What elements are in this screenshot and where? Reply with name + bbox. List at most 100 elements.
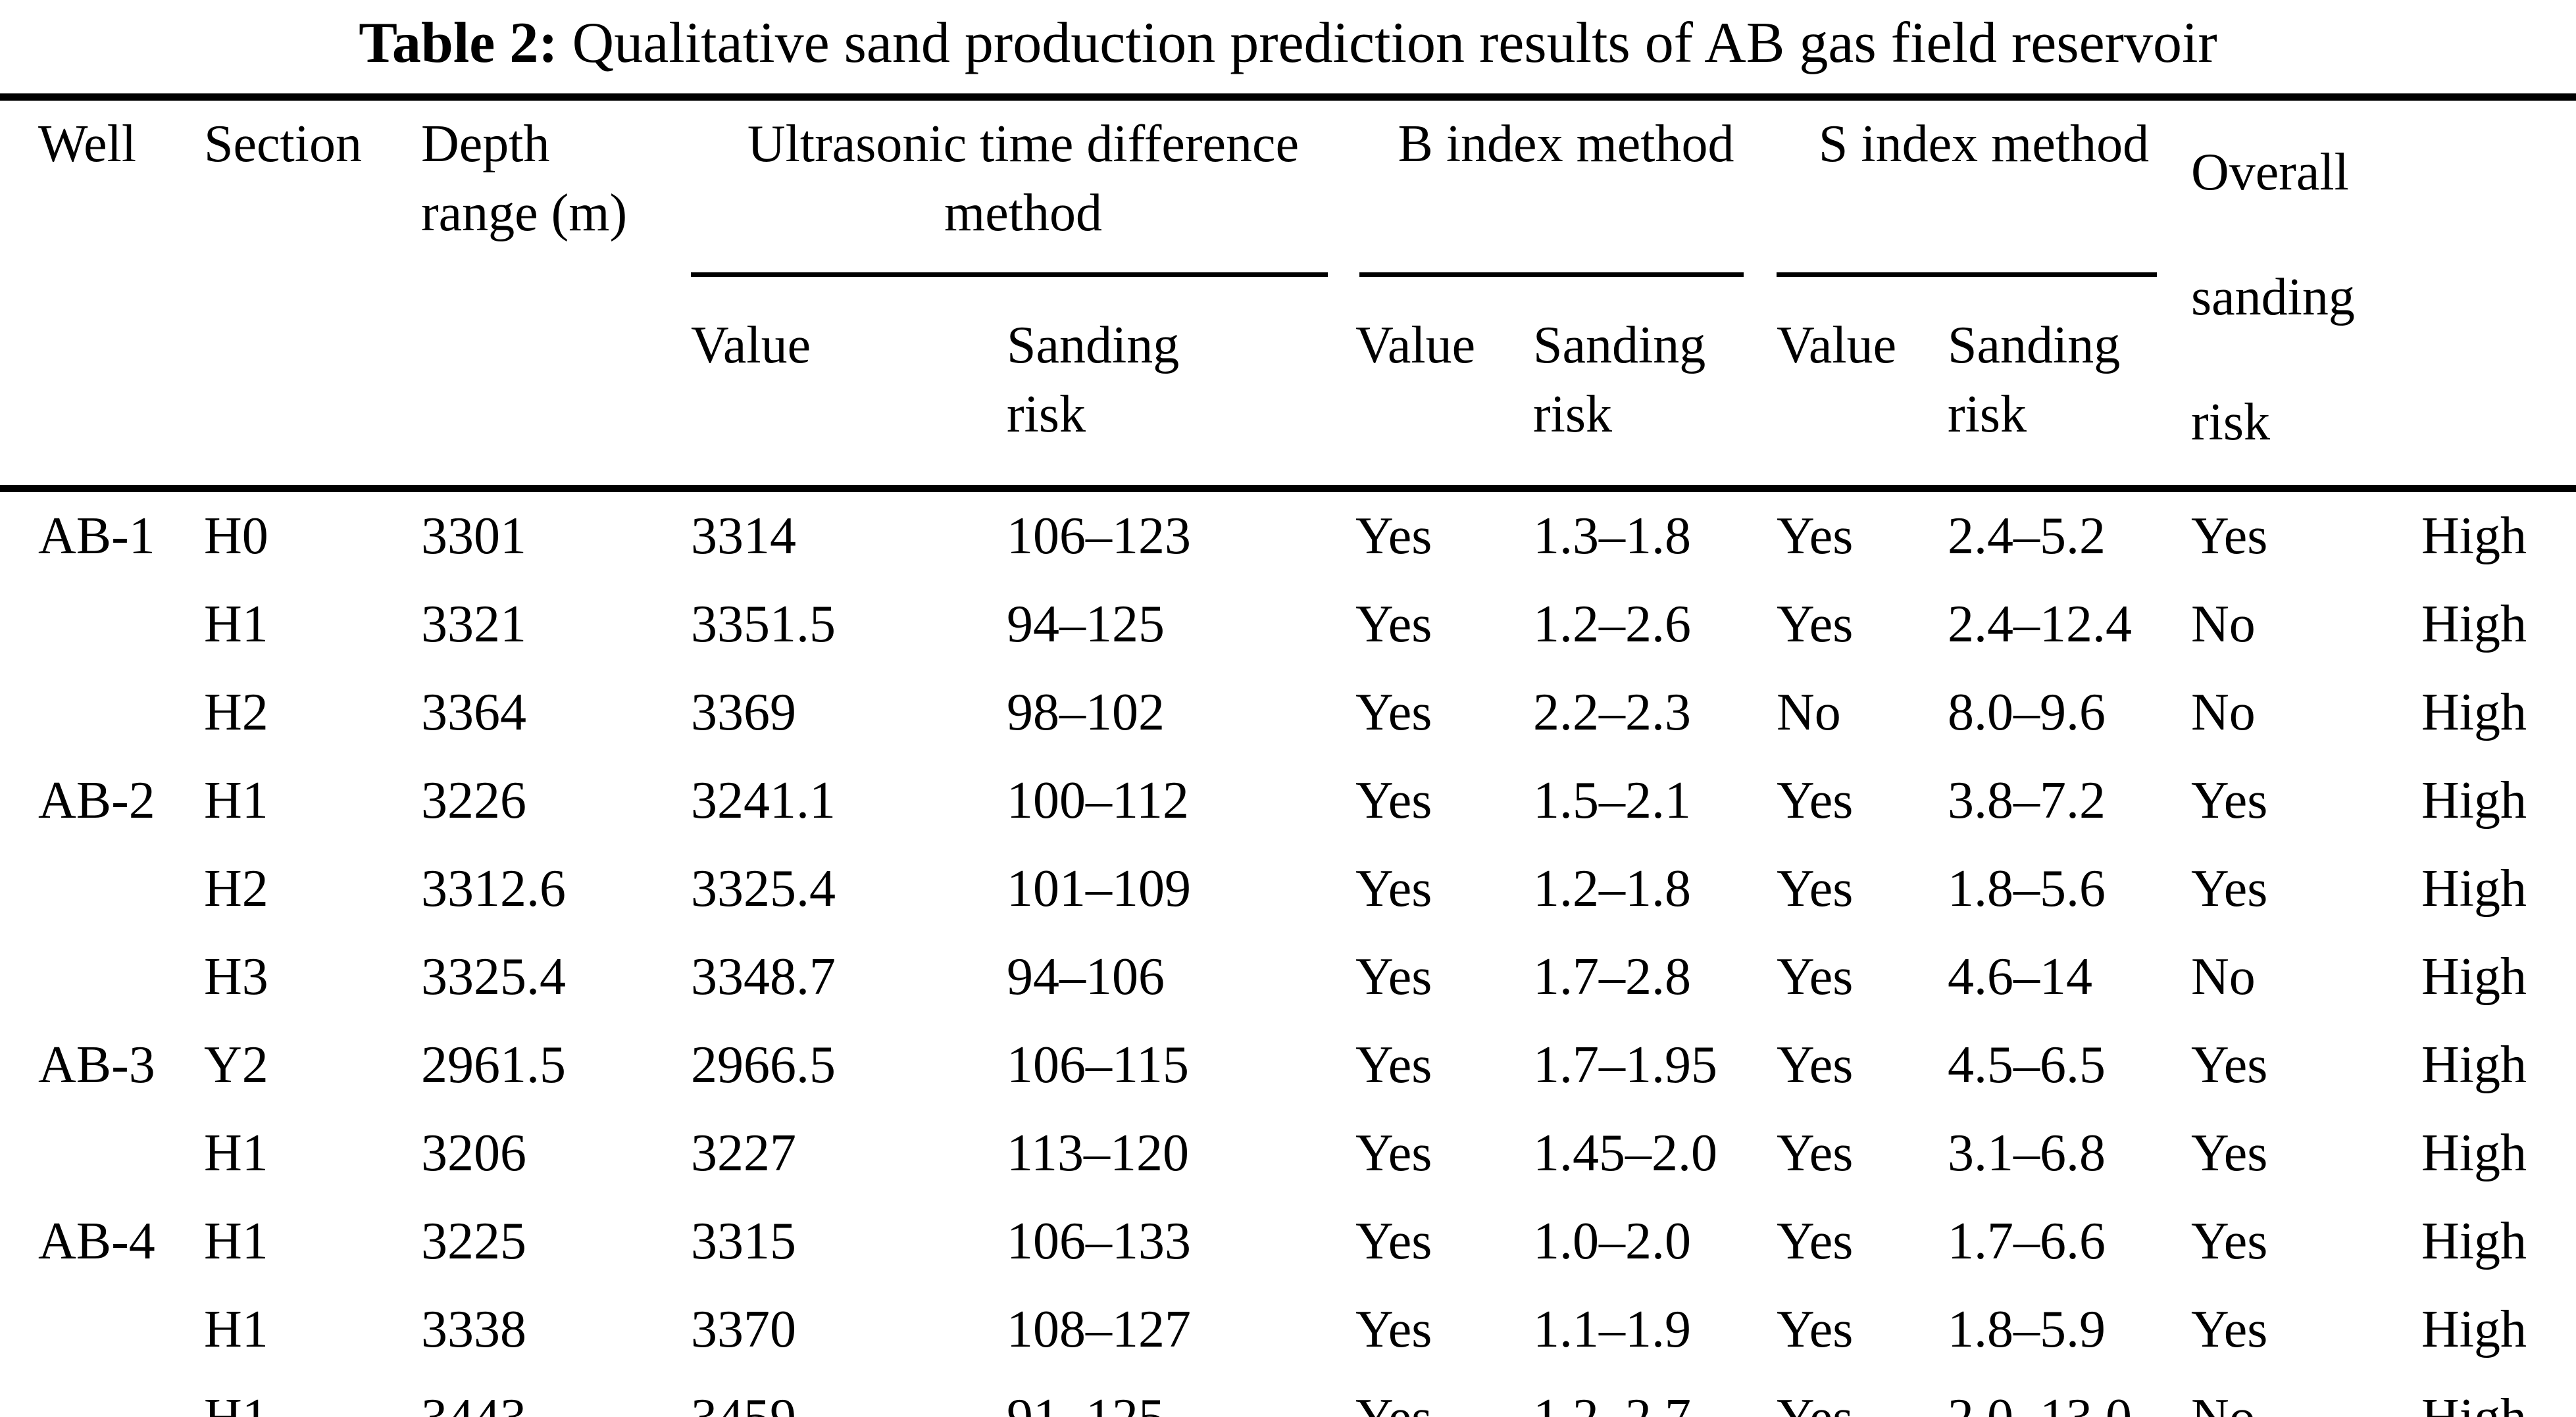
sub-header-s-index-value: Value <box>1777 316 1897 374</box>
cell-depth-range: 3443 <box>421 1374 691 1417</box>
cell-well <box>0 1285 204 1374</box>
cell-overall-sanding-risk: No <box>2191 1374 2421 1417</box>
cell-ultrasonic-sanding-risk: 106–115 <box>1007 1035 1190 1094</box>
sub-header-ultrasonic-sanding-risk-label: Sanding risk <box>1007 316 1180 443</box>
cell-b-index-value: Yes <box>1355 1035 1432 1094</box>
cell-overall-sanding-risk: No <box>2191 595 2256 653</box>
sub-header-ultrasonic-value: Value <box>691 316 811 374</box>
header-row-sub: Value Sanding risk Value Sanding risk Va… <box>0 277 2576 489</box>
header-row-groups: Well Section Depth range (m) Ultrasonic … <box>0 97 2576 451</box>
cell-s-index-sanding-risk: 3.8–7.2 <box>1948 771 2106 830</box>
cell-b-index-sanding-risk: 1.3–1.8 <box>1533 507 1691 565</box>
cell-section: H1 <box>204 1374 421 1417</box>
table-row: AB-2 H1 3226 3241.1 100–112 Yes 1.5–2.1 … <box>0 757 2576 845</box>
table-row: H2 3312.6 3325.4 101–109 Yes 1.2–1.8 Yes… <box>0 845 2576 933</box>
cell-overall-risk-level: High <box>2421 771 2527 830</box>
cell-b-index-value: Yes <box>1355 859 1432 918</box>
cell-overall-risk-level: High <box>2421 1300 2527 1358</box>
cell-depth-range: 3225 <box>421 1212 526 1270</box>
table-caption-text: Qualitative sand production prediction r… <box>572 11 2217 75</box>
cell-overall-sanding-risk: Yes <box>2191 1300 2268 1358</box>
cell-s-index-value: Yes <box>1777 595 1854 653</box>
cell-s-index-sanding-risk: 1.7–6.6 <box>1948 1212 2106 1270</box>
cell-b-index-sanding-risk: 1.5–2.1 <box>1533 771 1691 830</box>
cell-depth-range: 3321 <box>421 595 526 653</box>
cell-ultrasonic-value: 3351.5 <box>691 595 836 653</box>
table-row: H1 3206 3227 113–120 Yes 1.45–2.0 Yes 3.… <box>0 1109 2576 1197</box>
group-header-b-index: B index method <box>1355 97 1777 277</box>
cell-ultrasonic-sanding-risk: 98–102 <box>1007 683 1165 741</box>
cell-ultrasonic-value: 3370 <box>691 1300 796 1358</box>
cell-section: H3 <box>204 947 268 1006</box>
cell-depth-range: 3325.4 <box>421 947 566 1006</box>
cell-ultrasonic-value: 3227 <box>691 1124 796 1182</box>
table-row: H2 3364 3369 98–102 Yes 2.2–2.3 No 8.0–9… <box>0 668 2576 757</box>
cell-b-index-value: Yes <box>1355 595 1432 653</box>
cell-depth-range: 3226 <box>421 771 526 830</box>
cell-overall-risk-level: High <box>2421 1035 2527 1094</box>
cell-s-index-sanding-risk: 4.6–14 <box>1948 947 2092 1006</box>
cell-b-index-sanding-risk: 1.45–2.0 <box>1533 1124 1717 1182</box>
cell-b-index-sanding-risk: 1.2–2.7 <box>1533 1374 1777 1417</box>
cell-s-index-sanding-risk: 2.0–13.0 <box>1948 1374 2191 1417</box>
cell-well <box>0 580 204 668</box>
cell-overall-sanding-risk: Yes <box>2191 1124 2268 1182</box>
cell-well: AB-2 <box>38 771 155 830</box>
cell-b-index-value: Yes <box>1355 1374 1533 1417</box>
cell-overall-risk-level: High <box>2421 1212 2527 1270</box>
sub-header-b-index-value: Value <box>1355 316 1476 374</box>
cell-ultrasonic-sanding-risk: 101–109 <box>1007 859 1191 918</box>
cell-depth-range: 3364 <box>421 683 526 741</box>
col-header-overall-sanding-risk: Overall sanding risk <box>2191 97 2576 489</box>
cell-ultrasonic-sanding-risk: 108–127 <box>1007 1300 1191 1358</box>
cell-overall-sanding-risk: No <box>2191 947 2256 1006</box>
cell-ultrasonic-value: 3315 <box>691 1212 796 1270</box>
cell-overall-risk-level: High <box>2421 683 2527 741</box>
cell-s-index-sanding-risk: 1.8–5.6 <box>1948 859 2106 918</box>
cell-depth-range: 3312.6 <box>421 859 566 918</box>
cell-s-index-value: Yes <box>1777 1035 1854 1094</box>
cell-s-index-sanding-risk: 4.5–6.5 <box>1948 1035 2106 1094</box>
group-header-b-index-label: B index method <box>1398 115 1734 173</box>
cell-well <box>0 933 204 1021</box>
table-caption-number: Table 2: <box>359 11 558 75</box>
cell-ultrasonic-value: 3314 <box>691 507 796 565</box>
cell-b-index-sanding-risk: 1.7–1.95 <box>1533 1035 1717 1094</box>
cell-well <box>0 845 204 933</box>
cell-s-index-value: Yes <box>1777 771 1854 830</box>
cell-ultrasonic-sanding-risk: 106–133 <box>1007 1212 1191 1270</box>
table-row: H1 3443 3459 91–125 Yes 1.2–2.7 Yes 2.0–… <box>0 1374 2576 1417</box>
cell-section: H0 <box>204 507 268 565</box>
cell-b-index-sanding-risk: 2.2–2.3 <box>1533 683 1691 741</box>
cell-overall-sanding-risk: Yes <box>2191 1212 2268 1270</box>
results-table: Well Section Depth range (m) Ultrasonic … <box>0 93 2576 1417</box>
cell-ultrasonic-value: 3348.7 <box>691 947 836 1006</box>
cell-s-index-value: Yes <box>1777 1300 1854 1358</box>
col-header-overall-sanding-risk-label: Overall sanding risk <box>2191 143 2355 451</box>
cell-overall-sanding-risk: Yes <box>2191 859 2268 918</box>
cell-s-index-sanding-risk: 2.4–5.2 <box>1948 507 2106 565</box>
sub-header-b-index-sanding-risk-label: Sanding risk <box>1533 316 1706 443</box>
cell-s-index-value: Yes <box>1777 507 1854 565</box>
cell-depth-range: 3206 <box>421 1124 526 1182</box>
group-header-ultrasonic-label: Ultrasonic time difference method <box>747 115 1300 242</box>
table-caption: Table 2: Qualitative sand production pre… <box>0 0 2576 93</box>
cell-overall-sanding-risk: Yes <box>2191 771 2268 830</box>
cell-b-index-value: Yes <box>1355 1212 1432 1270</box>
sub-header-s-index-sanding-risk: Sanding risk <box>1948 277 2191 489</box>
table-header: Well Section Depth range (m) Ultrasonic … <box>0 97 2576 489</box>
cell-well: AB-3 <box>38 1035 155 1094</box>
col-header-depth-range-label: Depth range (m) <box>421 115 628 242</box>
cell-ultrasonic-value: 3369 <box>691 683 796 741</box>
cell-section: H1 <box>204 771 268 830</box>
cell-s-index-value: Yes <box>1777 1374 1948 1417</box>
cell-s-index-value: Yes <box>1777 1212 1854 1270</box>
table-row: AB-3 Y2 2961.5 2966.5 106–115 Yes 1.7–1.… <box>0 1021 2576 1109</box>
cell-overall-risk-level: High <box>2421 1124 2527 1182</box>
group-header-s-index: S index method <box>1777 97 2191 277</box>
cell-b-index-value: Yes <box>1355 683 1432 741</box>
cell-well: AB-4 <box>38 1212 155 1270</box>
cell-well <box>0 1374 204 1417</box>
table-body: AB-1 H0 3301 3314 106–123 Yes 1.3–1.8 Ye… <box>0 489 2576 1417</box>
